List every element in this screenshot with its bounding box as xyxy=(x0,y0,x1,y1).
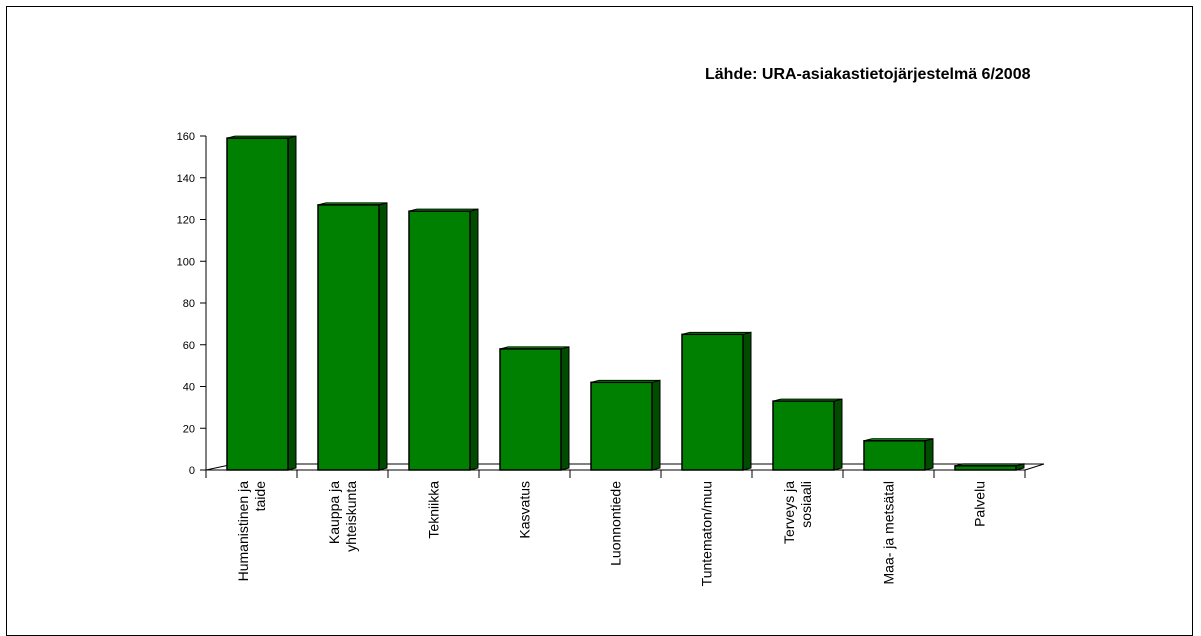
bar-side xyxy=(378,202,388,471)
y-tick-label: 20 xyxy=(183,423,195,435)
bar xyxy=(226,135,297,471)
bar xyxy=(863,438,934,471)
bar-side xyxy=(833,398,843,471)
bar-front xyxy=(863,440,926,471)
bar-side xyxy=(651,379,661,471)
bar-front xyxy=(954,465,1017,471)
bar-front xyxy=(226,137,289,471)
y-tick-label: 0 xyxy=(189,465,195,477)
x-category-label: Tuntematon/muu xyxy=(699,481,715,586)
bar-side xyxy=(742,331,752,471)
bar xyxy=(954,463,1025,471)
bar-side xyxy=(469,208,479,471)
x-category-label: Terveys ja xyxy=(781,481,797,544)
x-axis-labels: Humanistinen ja taide Kauppa ja yhteiskunta… xyxy=(235,481,988,587)
bar xyxy=(317,202,388,471)
x-category-label: yhteiskunta xyxy=(343,481,359,552)
y-tick-label: 160 xyxy=(177,131,195,143)
x-category-label: Maa- ja metsätal xyxy=(881,481,897,584)
chart-frame xyxy=(6,6,1193,636)
x-category-label: Tekniikka xyxy=(426,481,442,539)
bar-side xyxy=(287,135,297,471)
bar-front xyxy=(317,204,380,471)
bar-side xyxy=(924,438,934,471)
x-category-label: Humanistinen ja xyxy=(235,481,251,582)
x-category-label: Luonnontiede xyxy=(608,481,624,566)
bar-side xyxy=(560,346,570,471)
y-tick-label: 140 xyxy=(177,173,195,185)
bar-front xyxy=(590,381,653,471)
bar-front xyxy=(499,348,562,471)
y-tick-label: 80 xyxy=(183,298,195,310)
bar-front xyxy=(681,333,744,471)
x-category-label: sosiaali xyxy=(798,481,814,528)
source-note: Lähde: URA-asiakastietojärjestelmä 6/200… xyxy=(705,66,1031,83)
chart-bars xyxy=(226,135,1025,471)
bar xyxy=(772,398,843,471)
bar xyxy=(590,379,661,471)
y-axis-ticks: 0 20 40 60 80 100 120 140 160 xyxy=(177,131,1026,478)
x-category-label: Palvelu xyxy=(972,481,988,527)
y-tick-label: 100 xyxy=(177,256,195,268)
y-tick-label: 40 xyxy=(183,382,195,394)
x-category-label: taide xyxy=(252,481,268,512)
x-category-label: Kauppa ja xyxy=(326,481,342,544)
bar xyxy=(408,208,479,471)
bar-front xyxy=(772,400,835,471)
floor-right-edge xyxy=(1024,463,1045,471)
bar xyxy=(681,331,752,471)
y-tick-label: 60 xyxy=(183,340,195,352)
x-category-label: Kasvatus xyxy=(517,481,533,539)
y-tick-label: 120 xyxy=(177,215,195,227)
bar-front xyxy=(408,210,471,471)
bar xyxy=(499,346,570,471)
